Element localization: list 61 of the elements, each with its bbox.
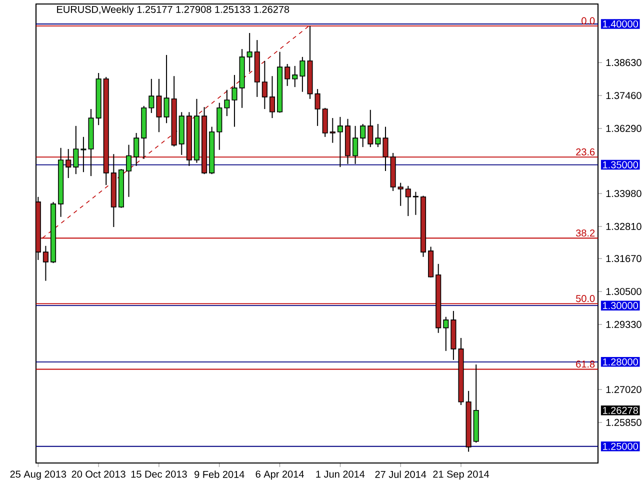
y-tick-label: 1.32810 <box>606 222 642 230</box>
y-tick-label: 1.36290 <box>606 124 642 132</box>
ref-line-label: 61.8 <box>576 360 595 368</box>
candlestick <box>300 56 306 92</box>
candlestick <box>148 78 154 114</box>
candlestick <box>73 125 79 175</box>
x-tick-label: 27 Jul 2014 <box>375 470 426 478</box>
chart-title: EURUSD,Weekly 1.25177 1.27908 1.25133 1.26278 <box>57 6 290 15</box>
candlestick <box>246 32 252 72</box>
candlestick <box>156 78 162 133</box>
candlestick <box>262 60 268 110</box>
candlestick <box>134 132 140 166</box>
candlestick <box>314 88 320 126</box>
ref-line-label: 1.25000 <box>603 442 638 450</box>
candlestick <box>360 123 366 148</box>
candlestick <box>232 74 238 128</box>
candlestick <box>322 107 328 138</box>
candlestick <box>368 109 374 148</box>
candlestick <box>42 245 48 282</box>
candlestick <box>330 118 336 144</box>
x-tick-label: 25 Aug 2013 <box>10 470 66 480</box>
candlestick <box>398 182 404 206</box>
candlestick <box>382 126 388 172</box>
ref-line-label: 1.28000 <box>603 358 638 366</box>
ref-line-label: 1.35000 <box>603 161 638 168</box>
x-tick-label: 6 Apr 2014 <box>256 470 304 480</box>
candlestick <box>284 63 290 86</box>
ref-line-label: 50.0 <box>576 294 595 302</box>
candlestick <box>80 136 86 173</box>
candlestick <box>443 316 449 352</box>
y-tick-label: 1.31670 <box>606 255 642 262</box>
x-tick-label: 20 Oct 2013 <box>72 470 126 478</box>
y-tick-label: 1.30500 <box>606 288 642 296</box>
x-tick-label: 21 Sep 2014 <box>433 470 490 480</box>
ref-line-label: 38.2 <box>576 229 595 237</box>
x-tick-label: 1 Jun 2014 <box>316 470 365 478</box>
x-tick-label: 9 Feb 2014 <box>194 470 244 478</box>
ref-line-label: 23.6 <box>576 148 595 156</box>
x-tick-label: 15 Dec 2013 <box>131 470 187 478</box>
y-tick-label: 1.25850 <box>606 418 642 426</box>
candlestick <box>216 102 222 150</box>
ref-line-label: 1.40000 <box>603 20 638 28</box>
candlestick <box>66 148 72 179</box>
candlestick <box>126 144 132 198</box>
candlestick <box>412 191 418 216</box>
ref-line-label: 0.0 <box>582 17 595 24</box>
y-tick-label: 1.27020 <box>606 386 642 394</box>
ref-line-label: 1.30000 <box>603 302 638 310</box>
y-tick-label: 1.29330 <box>606 320 642 328</box>
candlestick <box>375 123 381 148</box>
candlestick <box>405 185 411 217</box>
candlestick <box>224 89 230 117</box>
candlestick <box>269 76 276 119</box>
y-tick-label: 1.37460 <box>606 92 642 100</box>
text: 1.26278 <box>603 406 638 414</box>
candlestick <box>337 116 343 168</box>
y-tick-label: 1.38630 <box>606 59 642 66</box>
candlestick <box>292 65 298 88</box>
y-tick-label: 1.33980 <box>606 190 642 198</box>
candlestick <box>164 54 170 124</box>
candlestick <box>352 125 358 164</box>
